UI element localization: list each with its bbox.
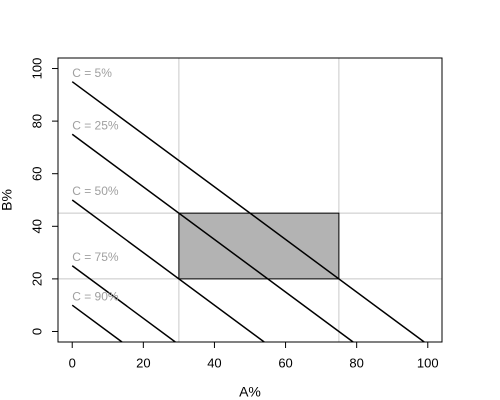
line-label: C = 25% xyxy=(72,118,119,132)
x-tick-label: 0 xyxy=(69,355,76,370)
x-tick-label: 60 xyxy=(278,355,292,370)
line xyxy=(71,81,425,343)
x-tick-label: 100 xyxy=(417,355,439,370)
line xyxy=(71,199,265,343)
line-label: C = 5% xyxy=(72,66,112,80)
y-tick-label: 100 xyxy=(29,58,44,80)
line xyxy=(71,304,123,343)
x-axis-label: A% xyxy=(239,384,261,400)
line-label: C = 90% xyxy=(72,289,119,303)
y-axis-label: B% xyxy=(0,189,15,211)
y-tick-label: 0 xyxy=(29,328,44,335)
x-tick-label: 40 xyxy=(207,355,221,370)
line-label: C = 50% xyxy=(72,184,119,198)
plot-frame xyxy=(57,57,443,343)
line xyxy=(71,265,176,343)
y-tick-label: 20 xyxy=(29,272,44,286)
x-tick-label: 20 xyxy=(136,355,150,370)
y-tick-label: 40 xyxy=(29,219,44,233)
x-tick-label: 80 xyxy=(349,355,363,370)
line-label: C = 75% xyxy=(72,250,119,264)
line xyxy=(71,133,354,343)
region xyxy=(178,212,340,280)
y-tick-label: 60 xyxy=(29,166,44,180)
y-tick-label: 80 xyxy=(29,114,44,128)
